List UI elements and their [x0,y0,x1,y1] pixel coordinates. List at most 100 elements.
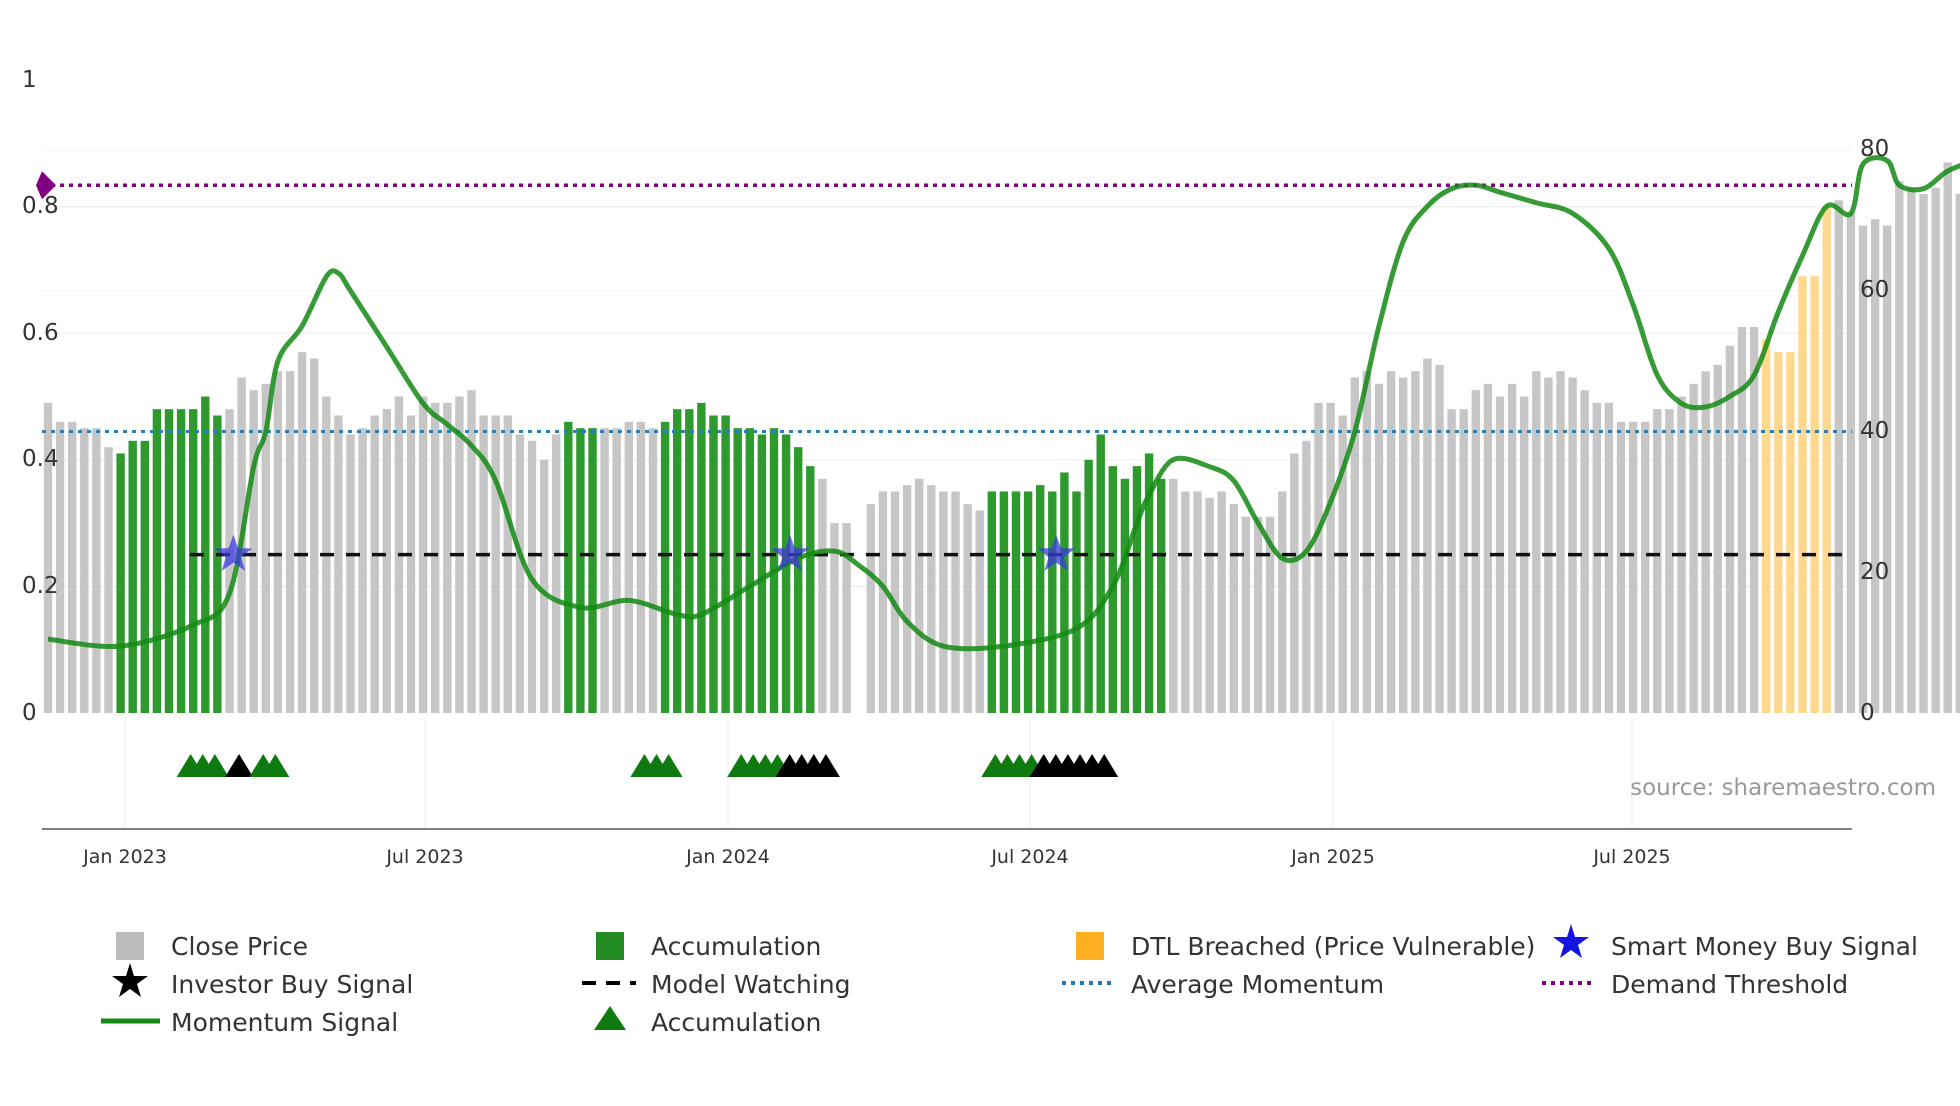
close-price-bar [1411,371,1420,713]
close-price-bar [1689,383,1698,713]
left-tick-label: 0.6 [22,320,59,346]
close-price-bar [1253,516,1263,713]
close-price-bar [818,478,827,713]
accumulation-bar [116,453,125,713]
accumulation-bar [1144,453,1154,713]
close-price-bar [1919,193,1928,713]
accumulation-bar [1096,434,1105,713]
close-price-bar [382,409,391,713]
close-price-bar [1229,504,1238,713]
close-price-bar [1858,225,1868,713]
left-tick-label: 0.8 [22,193,59,219]
smart-money-star [214,534,253,571]
accumulation-bar [189,409,198,713]
legend-label: Smart Money Buy Signal [1611,932,1918,961]
right-tick-label: 40 [1860,418,1889,444]
close-price-bar [1459,409,1468,713]
accumulation-bar [588,428,597,713]
close-price-bar [612,428,621,713]
close-price-bar [443,402,452,713]
accumulation-bar [213,415,222,713]
accumulation-bar [576,428,585,713]
dtl-breached-bar [1810,276,1819,713]
source-label: source: sharemaestro.com [1630,775,1936,801]
close-price-bar [358,428,367,713]
close-price-bar [1278,491,1287,713]
close-price-bar [515,434,525,713]
smart-money-star [1037,534,1076,571]
close-price-bar [1217,491,1226,713]
accumulation-bar [660,421,670,713]
legend-swatch-close-price [116,932,144,960]
close-price-bar [951,491,960,713]
accumulation-bar [1023,491,1033,713]
legend-label: Average Momentum [1131,970,1384,999]
accumulation-bar [1084,459,1093,713]
close-price-bar [624,421,633,713]
close-price-bar [467,390,476,713]
accumulation-bar [757,434,767,713]
close-price-bar [1205,497,1214,713]
right-tick-label: 60 [1860,277,1889,303]
close-price-bar [1483,383,1493,713]
legend-label: Close Price [171,932,308,961]
accumulation-bar [1048,491,1057,713]
close-price-bar [1604,402,1614,713]
close-price-bar [1870,219,1880,713]
smart-money-star [770,534,810,571]
accumulation-bar [673,409,682,713]
legend-label: Investor Buy Signal [171,970,413,999]
legend-label: Accumulation [651,1008,821,1037]
legend-swatch-accumulation [596,932,624,960]
close-price-bar [431,402,440,713]
close-price-bar [1701,371,1710,713]
x-tick-label: Jan 2025 [1290,846,1375,868]
close-price-bar [1544,377,1553,713]
close-price-bar [1907,187,1916,714]
investor-buy-marker [225,754,254,777]
close-price-bar [406,415,416,713]
investor-buy-marker [811,754,840,777]
close-price-bar [552,434,561,713]
legend-swatch-dtl-breached [1076,932,1104,960]
x-tick-label: Jan 2024 [685,846,770,868]
left-tick-label: 0.4 [22,446,59,472]
close-price-bar [479,415,488,713]
close-price-bar [878,491,888,713]
close-price-bar [1737,326,1747,713]
legend-label: Model Watching [651,970,851,999]
close-price-bar [927,485,936,713]
close-price-bar [104,447,113,713]
x-tick-label: Jul 2023 [385,846,463,868]
accumulation-bar [745,428,754,713]
close-price-bar [1749,326,1759,713]
close-price-bar [1507,383,1517,713]
close-price-bar [1895,181,1904,713]
accumulation-marker [261,754,290,777]
close-price-bar [370,415,379,713]
close-price-bar [249,390,258,713]
smart-money-star-icon [1553,924,1589,958]
close-price-bar [1568,377,1577,713]
close-price-bar [1883,225,1892,713]
dtl-breached-bar [1774,352,1783,713]
close-price-bar [310,358,319,713]
accumulation-bar [709,415,718,713]
close-price-bar [43,402,53,713]
accumulation-bar [140,440,149,713]
accumulation-bar [733,428,742,713]
close-price-bar [830,523,839,713]
close-price-bar [539,459,549,713]
investor-buy-marker [1090,754,1119,777]
close-price-bar [1386,371,1396,713]
close-price-bar [648,428,658,713]
close-price-bar [1471,390,1480,713]
right-tick-label: 0 [1860,700,1875,726]
close-price-bar [285,371,295,713]
close-price-bar [68,421,77,713]
accumulation-bar [794,447,803,713]
close-price-bar [1314,402,1323,713]
close-price-bar [1435,364,1444,713]
